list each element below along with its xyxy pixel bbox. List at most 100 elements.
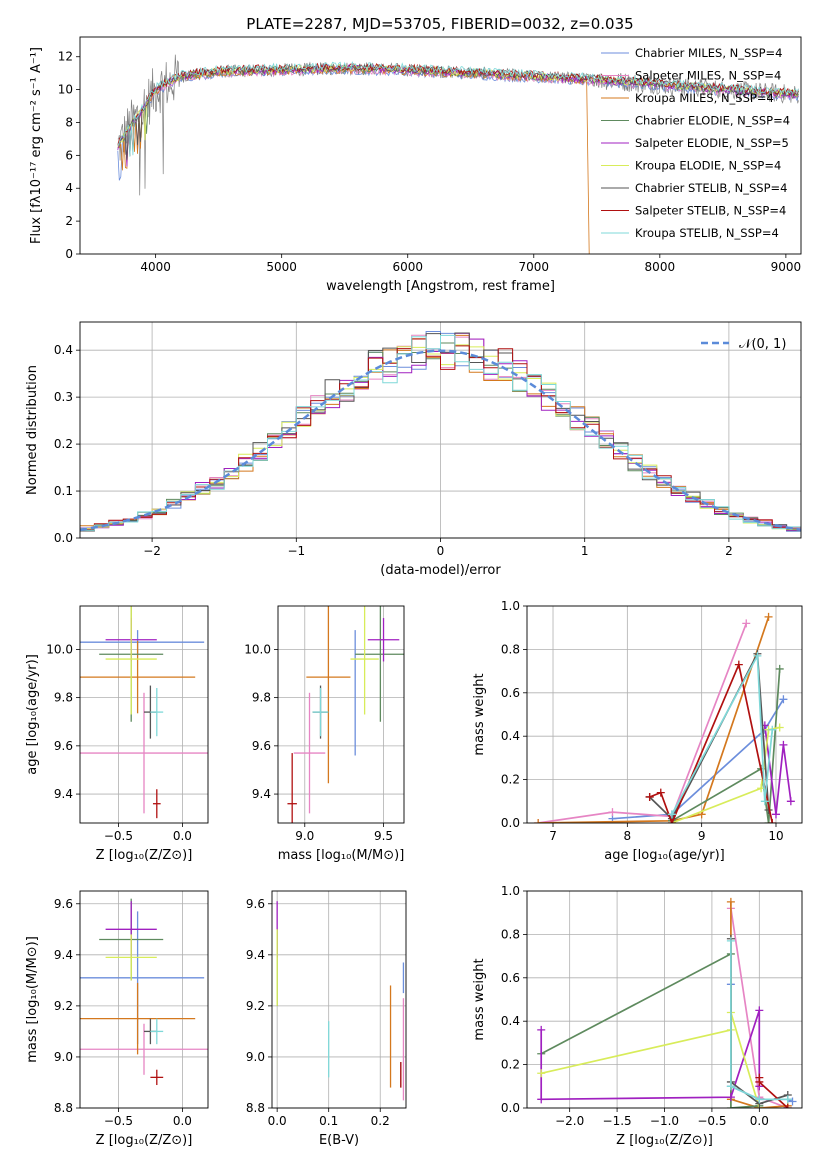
y-axis-label: Normed distribution [25,365,40,495]
weight-marker [779,695,788,704]
x-axis-label: Z [log₁₀(Z/Z⊙)] [616,1133,713,1148]
weight-marker [771,810,780,819]
x-tick-label: 2 [725,544,733,558]
legend-label: Chabrier STELIB, N_SSP=4 [635,181,787,195]
x-tick-label: 6000 [392,260,423,274]
weight-marker [726,1093,735,1102]
legend-label: Salpeter STELIB, N_SSP=4 [635,204,786,218]
legend-label: Chabrier MILES, N_SSP=4 [635,46,782,60]
legend-label: Kroupa MILES, N_SSP=4 [635,91,774,105]
model-spectrum [117,63,799,147]
weight-marker [755,1077,764,1086]
x-tick-label: 9 [698,829,706,843]
x-tick-label: 9000 [771,260,802,274]
y-tick-label: 0.4 [501,1014,520,1028]
charts-layer: 4000 5000 6000 7000 8000 9000024681012wavelen… [25,36,803,1148]
y-tick-label: 0.2 [54,437,73,451]
weight-line [540,1010,761,1101]
y-tick-label: 0.0 [501,816,520,830]
weight-marker [726,1082,735,1091]
plot-area [80,331,801,532]
weight-line [612,698,785,820]
weight-marker [537,1069,546,1078]
y-tick-label: 9.6 [54,739,73,753]
y-tick-label: 0.0 [54,531,73,545]
y-tick-label: 9.6 [252,739,271,753]
model-spectrum [117,62,799,157]
y-tick-label: 9.6 [246,897,265,911]
axes-frame [79,36,802,255]
y-tick-label: 0.6 [501,686,520,700]
weight-marker [537,1095,546,1104]
axes-frame [79,890,209,1109]
x-tick-label: 8000 [645,260,676,274]
x-axis-label: wavelength [Angstrom, rest frame] [326,279,555,294]
weight-marker [645,792,654,801]
weight-marker [656,788,665,797]
y-tick-label: 9.2 [54,999,73,1013]
weight-marker [768,725,777,734]
legend-label: Salpeter MILES, N_SSP=4 [635,69,781,83]
x-tick-label: 7000 [519,260,550,274]
chart-spectrum: 4000 5000 6000 7000 8000 9000 0 2 4 6 8 10 12 wavelen… [29,36,802,294]
y-tick-label: 9.4 [54,948,73,962]
y-tick-label: 9.6 [54,897,73,911]
weight-marker [783,1095,792,1104]
x-axis-label: Z [log₁₀(Z/Z⊙)] [96,1133,193,1148]
x-tick-label: −1.5 [603,1114,632,1128]
residual-histogram [80,334,801,531]
y-tick-label: 0.4 [501,729,520,743]
y-tick-label: 10.0 [244,642,271,656]
weight-line [763,725,792,815]
x-axis-label: age [log₁₀(age/yr)] [604,848,725,863]
weight-line [537,623,748,823]
x-tick-label: 9.5 [374,829,393,843]
x-tick-label: 0.0 [268,1114,287,1128]
x-tick-label: 1 [581,544,589,558]
y-axis-label: Flux [fλ10⁻¹⁷ erg cm⁻² s⁻¹ A⁻¹] [29,47,44,244]
chart-weight-vs-age: 7 8 9 10 0.0 0.2 0.4 0.6 0.8 1.0 age [log₁₀(age/yr… [472,599,803,863]
chart-mass-vs-Z: −0.5 0.0 8.8 9.0 9.2 9.4 9.6 Z [log₁₀(Z/Z⊙)] mas… [25,890,209,1148]
model-spectrum [117,61,799,157]
legend-label: Kroupa STELIB, N_SSP=4 [635,226,779,240]
x-tick-label: 9.0 [295,829,314,843]
y-tick-label: 9.2 [246,999,265,1013]
axes-frame [526,890,803,1109]
plot-area [537,897,797,1108]
weight-marker [755,1006,764,1015]
weight-marker [667,810,676,819]
weight-marker [726,1104,735,1108]
x-tick-label: −1 [287,544,305,558]
weight-marker [764,819,773,823]
y-tick-label: 0.6 [501,971,520,985]
x-axis-label: E(B-V) [319,1133,359,1148]
model-spectrum [117,65,590,254]
weight-marker [534,819,543,823]
weight-marker [775,723,784,732]
legend-label: Chabrier ELODIE, N_SSP=4 [635,114,790,128]
weight-marker [726,936,735,945]
y-tick-label: 9.4 [252,787,271,801]
weight-marker [764,612,773,621]
axes-frame [79,321,802,539]
weight-line [649,661,774,823]
x-tick-label: 0 [437,544,445,558]
plot-area [276,901,405,1101]
y-tick-label: 9.4 [246,948,265,962]
y-tick-label: 0.3 [54,390,73,404]
x-tick-label: −0.5 [697,1114,726,1128]
chart-age-vs-mass: 9.0 9.5 9.4 9.6 9.8 10.0 mass [log₁₀(M/M⊙)] [244,605,405,863]
x-tick-label: −0.5 [104,1114,133,1128]
weight-marker [760,797,769,806]
y-axis-label: mass weight [472,958,487,1040]
chart-mass-vs-ebv: 0.0 0.1 0.2 8.8 9.0 9.2 9.4 9.6 E(B-V) [246,890,407,1148]
x-tick-label: 4000 [140,260,171,274]
y-tick-label: 9.8 [252,691,271,705]
weight-marker [768,819,777,823]
weight-marker [786,797,795,806]
y-tick-label: 4 [65,181,73,195]
y-tick-label: 8.8 [246,1101,265,1115]
weight-marker [755,1095,764,1104]
x-tick-label: 5000 [266,260,297,274]
plot-area [80,898,208,1086]
